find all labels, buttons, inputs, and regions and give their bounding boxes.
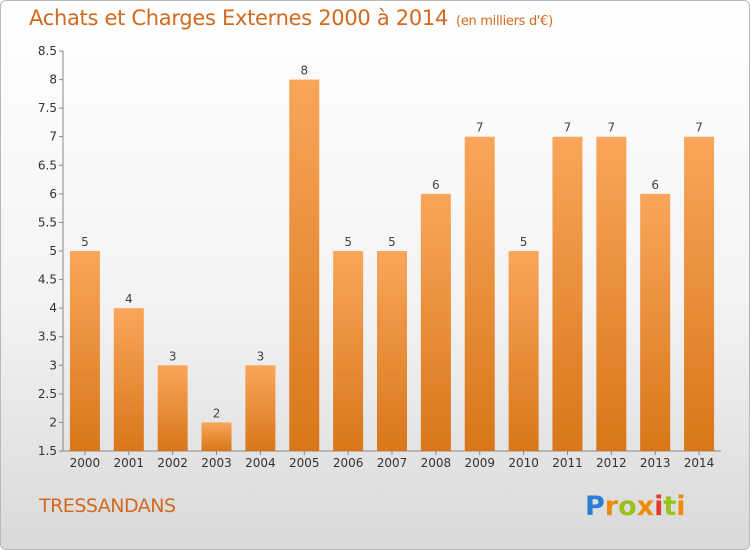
y-tick-label: 3 [49,358,57,372]
bar [69,251,100,451]
x-tick-label: 2006 [333,456,364,470]
data-label: 7 [564,121,572,135]
data-label: 8 [300,64,308,78]
logo-letter: i [654,491,664,522]
data-label: 5 [81,235,89,249]
bar [640,193,671,451]
x-tick-label: 2002 [157,456,188,470]
y-tick-label: 8.5 [38,44,57,58]
bar [684,136,715,451]
bar [333,251,364,451]
data-label: 6 [651,178,659,192]
bar [201,422,232,451]
x-tick-label: 2009 [464,456,495,470]
y-tick-label: 7 [49,130,57,144]
data-label: 5 [344,235,352,249]
logo-letter: o [618,491,637,522]
proxiti-logo: Proxiti [585,491,686,522]
data-label: 2 [213,406,221,420]
data-label: 3 [257,349,265,363]
x-tick-label: 2011 [552,456,583,470]
y-tick-label: 2 [49,415,57,429]
data-label: 7 [695,121,703,135]
bar [377,251,407,451]
x-tick-label: 2010 [508,456,539,470]
y-tick-label: 8 [49,73,57,87]
y-tick-label: 7.5 [38,101,57,115]
data-label: 7 [608,121,616,135]
bar [508,251,539,451]
bar [157,365,188,451]
y-tick-label: 5 [49,244,57,258]
bar [552,136,583,451]
x-tick-label: 2012 [596,456,627,470]
data-label: 6 [432,178,440,192]
x-tick-label: 2013 [640,456,671,470]
y-tick-label: 4 [49,301,57,315]
x-tick-label: 2007 [377,456,408,470]
logo-letter: P [585,491,605,522]
y-tick-label: 4.5 [38,273,57,287]
logo-letter: t [663,491,677,522]
logo-letter: r [604,491,619,522]
bar [245,365,276,451]
data-label: 4 [125,292,133,306]
x-tick-label: 2004 [245,456,276,470]
bar [289,79,320,452]
data-label: 7 [476,121,484,135]
x-tick-label: 2000 [70,456,101,470]
chart-title-block: Achats et Charges Externes 2000 à 2014 (e… [29,6,553,30]
y-tick-label: 5.5 [38,215,57,229]
logo-letter: x [636,491,655,522]
bar [113,308,144,451]
data-label: 3 [169,349,177,363]
y-tick-label: 1.5 [38,444,57,458]
bar [596,136,627,451]
bar [464,136,495,451]
commune-name: TRESSANDANS [39,495,176,517]
x-tick-label: 2001 [114,456,145,470]
data-label: 5 [520,235,528,249]
chart-subtitle: (en milliers d'€) [456,14,553,29]
y-tick-label: 3.5 [38,330,57,344]
bar [420,193,451,451]
data-label: 5 [388,235,396,249]
y-tick-label: 6.5 [38,158,57,172]
logo-letter: i [676,491,686,522]
chart-title: Achats et Charges Externes 2000 à 2014 [29,6,449,30]
y-tick-label: 2.5 [38,387,57,401]
x-tick-label: 2014 [684,456,715,470]
x-tick-label: 2008 [421,456,452,470]
y-tick-label: 6 [49,187,57,201]
x-tick-label: 2005 [289,456,320,470]
x-tick-label: 2003 [201,456,232,470]
